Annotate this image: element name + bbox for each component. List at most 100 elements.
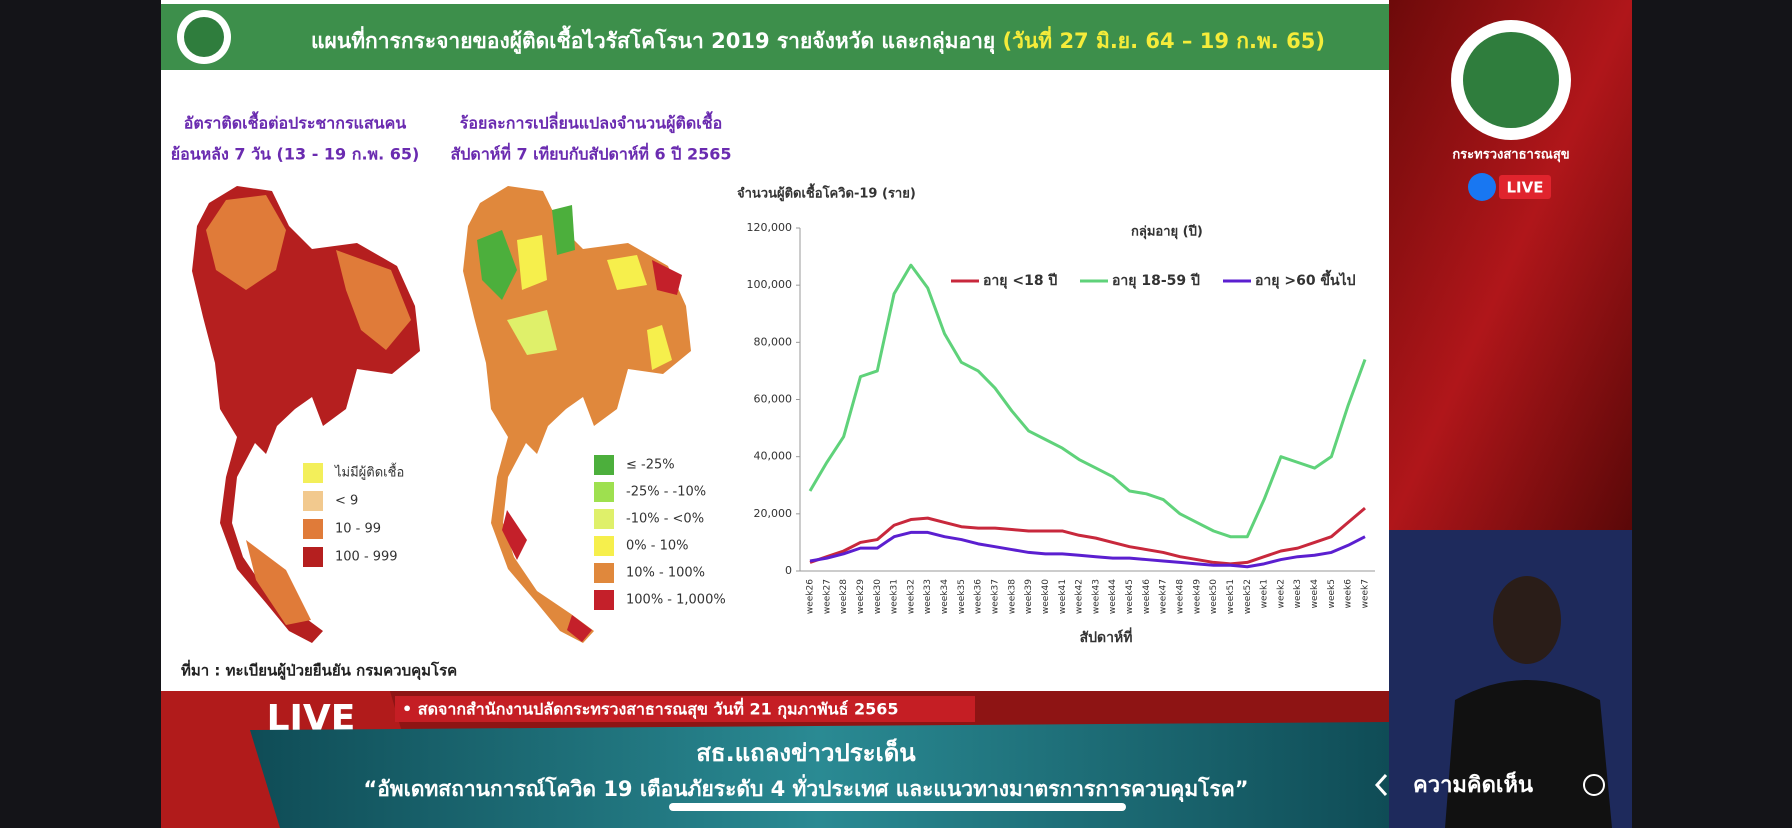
legend-swatch <box>594 536 614 556</box>
interpreter-body <box>1445 680 1612 828</box>
x-tick-label: week52 <box>1243 579 1253 614</box>
x-tick-label: week6 <box>1344 579 1354 609</box>
legend-swatch <box>594 509 614 529</box>
x-tick-label: week5 <box>1327 579 1337 608</box>
x-tick-label: week41 <box>1058 579 1068 614</box>
x-tick-label: week28 <box>839 579 849 614</box>
y-tick-label: 80,000 <box>754 335 793 348</box>
x-tick-label: week32 <box>906 579 916 614</box>
x-tick-label: week45 <box>1125 579 1135 614</box>
province-area <box>552 205 575 255</box>
legend-swatch <box>303 463 323 483</box>
map-left <box>192 186 420 643</box>
legend-label: 100 - 999 <box>335 550 398 565</box>
x-tick-label: week26 <box>806 579 816 614</box>
x-tick-label: week30 <box>873 579 883 614</box>
legend-label: อายุ <18 ปี <box>983 273 1057 289</box>
legend-swatch <box>303 491 323 511</box>
x-tick-label: week31 <box>890 579 900 614</box>
banner-topic: “อัพเดทสถานการณ์โควิด 19 เตือนภัยระดับ 4… <box>363 773 1248 803</box>
header-title: แผนที่การกระจายของผู้ติดเชื้อไวรัสโคโรนา… <box>311 25 1325 55</box>
x-tick-label: week49 <box>1192 579 1202 614</box>
x-tick-label: week38 <box>1007 579 1017 614</box>
series-line <box>809 530 1366 569</box>
y-tick-label: 0 <box>785 564 792 577</box>
live-badge-text: LIVE <box>1507 179 1544 197</box>
x-tick-label: week4 <box>1310 579 1320 609</box>
facebook-icon <box>1468 173 1496 201</box>
globe-icon[interactable] <box>1583 774 1605 796</box>
comments-button[interactable]: ความคิดเห็น <box>1413 770 1533 798</box>
map-title: สัปดาห์ที่ 7 เทียบกับสัปดาห์ที่ 6 ปี 256… <box>451 143 732 164</box>
header-date: (วันที่ 27 มิ.ย. 64 – 19 ก.พ. 65) <box>1003 25 1325 53</box>
legend-label: อายุ >60 ขึ้นไป <box>1255 269 1356 289</box>
legend-label: -25% - -10% <box>626 485 706 500</box>
interpreter-head <box>1493 576 1561 664</box>
province-area <box>206 195 286 290</box>
province-area <box>246 540 311 625</box>
y-axis-title: จำนวนผู้ติดเชื้อโควิด-19 (ราย) <box>737 183 916 202</box>
x-tick-label: week39 <box>1024 579 1034 614</box>
header-logo-inner <box>184 17 224 57</box>
live-badge <box>1499 175 1551 199</box>
province-area <box>336 250 411 350</box>
x-tick-label: week2 <box>1276 579 1286 608</box>
series-line <box>809 506 1366 566</box>
banner-teal <box>250 722 1389 828</box>
x-tick-label: week48 <box>1176 579 1186 614</box>
legend-label: 0% - 10% <box>626 539 688 554</box>
legend-swatch <box>594 563 614 583</box>
legend-swatch <box>594 590 614 610</box>
ministry-name: กระทรวงสาธารณสุข <box>1452 148 1569 163</box>
x-tick-label: week51 <box>1226 579 1236 614</box>
banner-heading: สธ.แถลงข่าวประเด็น <box>696 738 916 767</box>
y-tick-label: 40,000 <box>754 450 793 463</box>
banner-strip <box>395 696 975 722</box>
legend-title: กลุ่มอายุ (ปี) <box>1131 224 1203 240</box>
province-area <box>502 510 527 560</box>
x-tick-label: week43 <box>1091 579 1101 614</box>
legend-label: 10% - 100% <box>626 566 705 581</box>
x-tick-label: week34 <box>940 579 950 614</box>
source-note: ที่มา : ทะเบียนผู้ป่วยยืนยัน กรมควบคุมโร… <box>181 660 457 681</box>
legend-label: ≤ -25% <box>626 458 675 473</box>
x-tick-label: week42 <box>1075 579 1085 614</box>
legend-label: < 9 <box>335 494 358 509</box>
x-tick-label: week36 <box>974 579 984 614</box>
x-tick-label: week40 <box>1041 579 1051 614</box>
map-right <box>463 186 691 643</box>
province-area <box>567 615 592 642</box>
map-title: ย้อนหลัง 7 วัน (13 - 19 ก.พ. 65) <box>171 145 420 164</box>
back-chevron[interactable] <box>1374 773 1388 797</box>
legend-swatch <box>303 547 323 567</box>
series-line <box>808 263 1367 539</box>
x-tick-label: week33 <box>923 579 933 614</box>
header-band <box>161 4 1389 70</box>
province-area <box>517 235 547 290</box>
ministry-logo-inner <box>1463 32 1559 128</box>
province-area <box>647 325 672 370</box>
legend-swatch <box>303 519 323 539</box>
province-area <box>607 255 647 290</box>
x-tick-label: week37 <box>991 579 1001 614</box>
map-title: อัตราติดเชื้อต่อประชากรแสนคน <box>184 111 406 133</box>
y-tick-label: 20,000 <box>754 507 793 520</box>
y-tick-label: 120,000 <box>747 221 793 234</box>
x-axis-title: สัปดาห์ที่ <box>1080 627 1133 646</box>
x-tick-label: week3 <box>1293 579 1303 608</box>
province-area <box>507 310 557 355</box>
province-area <box>652 260 682 295</box>
x-tick-label: week1 <box>1260 579 1270 608</box>
x-tick-label: week27 <box>822 579 832 614</box>
legend-label: ไม่มีผู้ติดเชื้อ <box>334 463 404 481</box>
legend-swatch <box>594 455 614 475</box>
line-chart: จำนวนผู้ติดเชื้อโควิด-19 (ราย) กลุ่มอายุ… <box>737 183 1375 646</box>
y-tick-label: 60,000 <box>754 393 793 406</box>
x-tick-label: week47 <box>1159 579 1169 614</box>
x-tick-label: week7 <box>1361 579 1371 608</box>
legend-label: 10 - 99 <box>335 522 381 537</box>
y-tick-label: 100,000 <box>747 278 793 291</box>
x-tick-label: week44 <box>1108 579 1118 614</box>
progress-bar[interactable] <box>669 803 1126 811</box>
